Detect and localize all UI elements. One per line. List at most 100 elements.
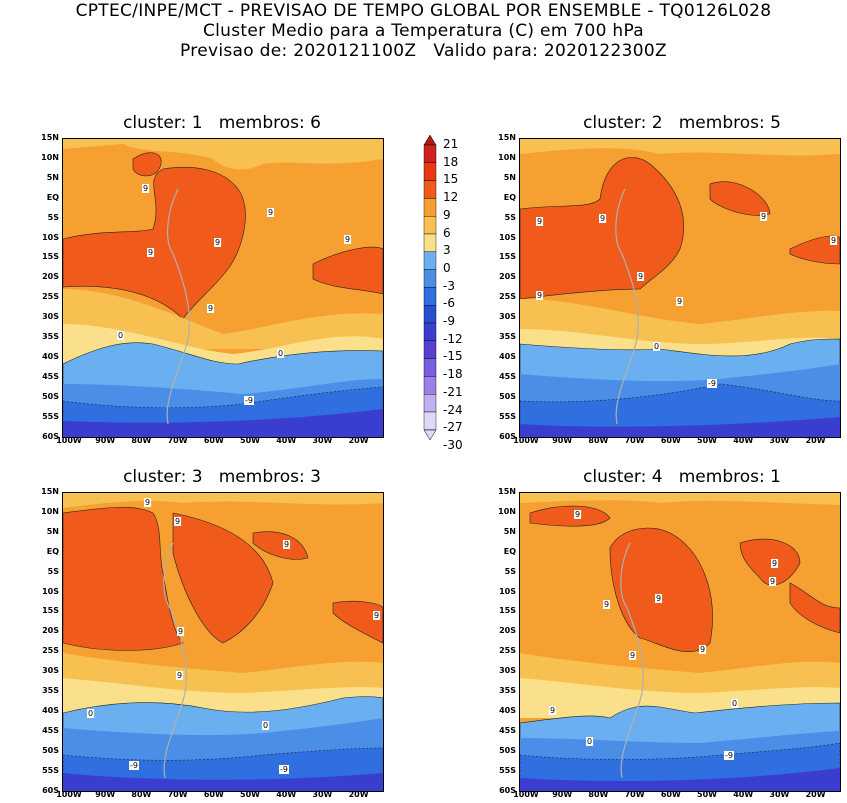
lat-tick-label: 5N	[46, 526, 59, 536]
contour-label: -9	[725, 751, 733, 760]
contour-label: 9	[770, 577, 775, 586]
contour-label: 9	[215, 238, 220, 247]
colorbar-label: -9	[443, 314, 455, 328]
contour-label-bg	[129, 761, 139, 770]
lat-tick-label: 10S	[42, 232, 59, 242]
colorbar-label: -27	[443, 420, 463, 435]
band-minus-15	[63, 409, 383, 437]
lat-tick-label: 30S	[499, 312, 516, 322]
contour-label: 9	[700, 645, 705, 654]
band-12-north	[132, 152, 162, 177]
colorbar-label: -15	[443, 349, 463, 364]
contour-label: 0	[88, 709, 93, 718]
colorbar-box	[423, 304, 437, 324]
lat-tick-label: 55S	[42, 765, 59, 775]
colorbar-box	[423, 376, 437, 395]
contour-label-bg	[586, 737, 594, 746]
lon-tick-label: 100W	[56, 790, 82, 799]
lat-tick-label: 45S	[499, 371, 516, 381]
lon-tick-label: 40W	[276, 790, 297, 799]
lat-tick-label: EQ	[503, 546, 516, 556]
colorbar-top-arrow	[423, 134, 437, 146]
contour-label: 9	[175, 517, 180, 526]
lat-tick-label: 35S	[42, 686, 59, 695]
contour-label: 9	[630, 651, 635, 660]
colorbar-label: -3	[443, 278, 455, 293]
lon-tick-label: 80W	[588, 436, 609, 445]
lat-tick-label: 45S	[499, 725, 516, 735]
contour-label: 9	[638, 272, 643, 281]
lon-tick-label: 80W	[131, 436, 152, 445]
contour-label: 9	[550, 706, 555, 715]
lon-tick-label: 40W	[733, 436, 754, 445]
lat-tick-label: 15S	[499, 606, 516, 616]
contour-label-bg	[603, 600, 611, 609]
lat-tick-label: 50S	[499, 391, 516, 401]
lon-tick-label: 60W	[660, 436, 681, 445]
contour-label-bg	[574, 510, 582, 519]
colorbar-box	[423, 358, 437, 377]
contour-label-bg	[344, 235, 352, 244]
colorbar-box	[423, 233, 437, 252]
contour-label: 9	[374, 611, 379, 620]
lat-tick-label: 30S	[499, 666, 516, 676]
contour-label: 9	[208, 304, 213, 313]
colorbar	[423, 134, 437, 441]
lat-tick-label: 50S	[42, 745, 59, 755]
contour-label: 9	[656, 594, 661, 603]
lon-tick-label: 20W	[348, 436, 369, 445]
colorbar-label: -30	[443, 437, 463, 452]
panel-3-title: cluster: 3 membros: 3	[123, 467, 321, 487]
contour-label-bg	[599, 214, 607, 223]
lat-tick-label: 15N	[41, 133, 59, 142]
contour-label: 9	[177, 671, 182, 680]
contour-label-bg	[87, 709, 95, 718]
map-panel-4-svg: 9 9 9 9 9 9 9 9 0 0 -9	[520, 493, 840, 791]
map-panel-2-svg: 9 9 9 9 9 9 9 0 -9	[520, 139, 840, 437]
colorbar-boxes	[423, 144, 437, 430]
coastline	[163, 542, 187, 779]
contour-label-bg	[771, 559, 779, 568]
main-title-line-1: CPTEC/INPE/MCT - PREVISAO DE TEMPO GLOBA…	[75, 1, 772, 21]
lon-tick-label: 20W	[348, 790, 369, 799]
contour-label-bg	[549, 706, 557, 715]
lat-tick-label: 45S	[42, 725, 59, 735]
contour-label-bg	[769, 577, 777, 586]
lon-tick-label: 30W	[312, 436, 333, 445]
lat-tick-label: 10S	[42, 586, 59, 596]
contour-label: 9	[345, 235, 350, 244]
contour-label: -9	[130, 761, 138, 770]
lat-tick-label: 55S	[499, 765, 516, 775]
lon-tick-label: 100W	[56, 436, 82, 445]
colorbar-label: -18	[443, 367, 463, 382]
lon-tick-label: 70W	[624, 790, 645, 799]
colorbar-label: -6	[443, 296, 455, 311]
lat-tick-label: 10S	[499, 232, 516, 242]
contour-label: 0	[263, 721, 268, 730]
contour-label-bg	[283, 540, 291, 549]
lon-tick-label: 30W	[769, 436, 790, 445]
colorbar-box	[423, 411, 437, 430]
map-panel-1: 9 9 9 9 9 9 0 0 -9	[62, 138, 384, 438]
lat-tick-label: 5N	[46, 172, 59, 182]
contour-label-bg	[176, 671, 184, 680]
contour-label-bg	[144, 498, 152, 507]
lat-tick-label: 60S	[42, 785, 59, 795]
lon-tick-label: 80W	[588, 790, 609, 799]
contour-label-bg	[676, 297, 684, 306]
contour-label: 9	[284, 540, 289, 549]
contour-label-bg	[279, 765, 289, 774]
colorbar-box	[423, 180, 437, 199]
lon-tick-label: 70W	[167, 790, 188, 799]
lat-tick-label: 20S	[42, 272, 59, 282]
map-panel-2: 9 9 9 9 9 9 9 0 -9	[519, 138, 841, 438]
colorbar-label: 9	[443, 207, 451, 222]
lat-tick-label: 5N	[503, 526, 516, 536]
contour-label-bg	[653, 342, 661, 351]
lon-tick-label: 100W	[513, 790, 539, 799]
lat-tick-label: 15N	[498, 133, 516, 142]
contour-label-bg	[177, 627, 185, 636]
lon-tick-label: 50W	[240, 790, 260, 799]
contour-label-bg	[536, 291, 544, 300]
lon-tick-label: 70W	[167, 436, 188, 445]
